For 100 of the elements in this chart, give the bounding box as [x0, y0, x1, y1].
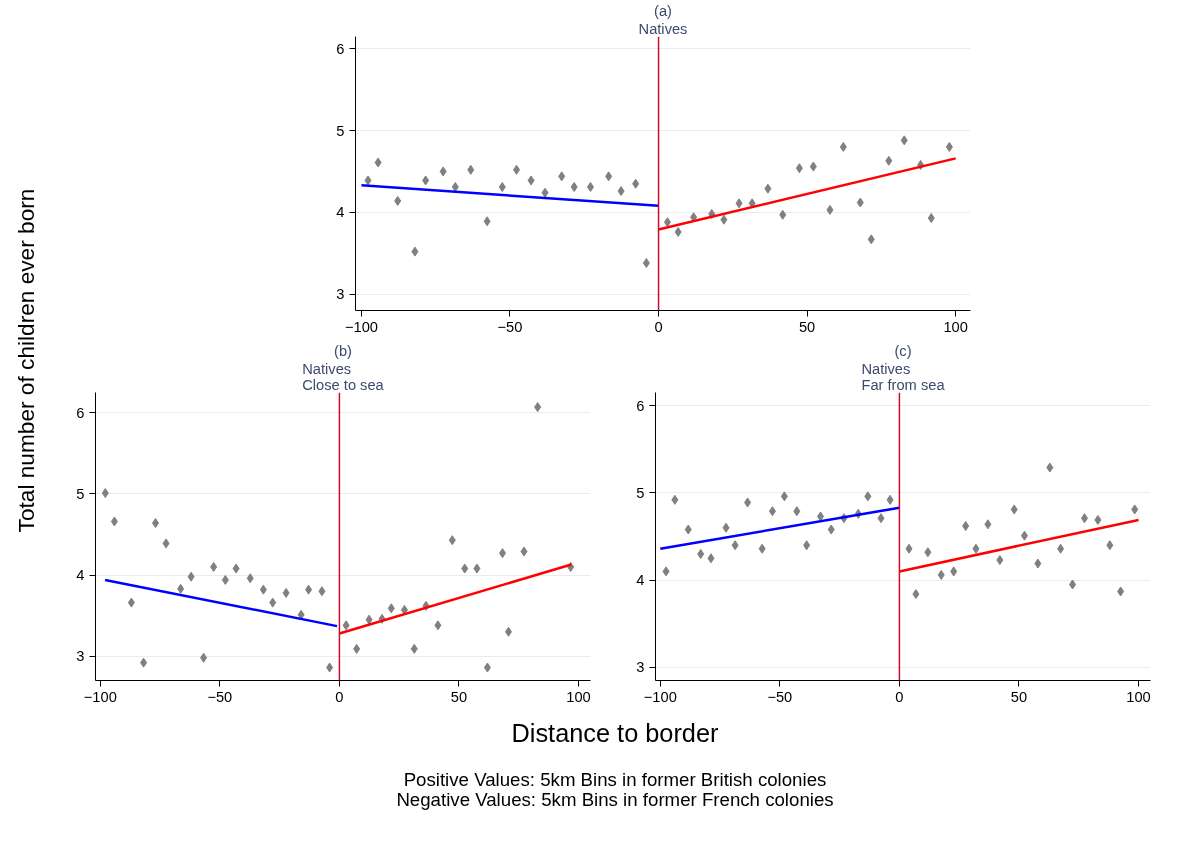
point	[1117, 586, 1125, 597]
point	[221, 574, 229, 585]
point	[326, 662, 334, 673]
point	[867, 234, 875, 245]
y-tick-label: 4	[336, 204, 345, 221]
text: Positive Values: 5km Bins in former British colonies	[403, 769, 827, 790]
point	[587, 182, 595, 192]
chart-title: (c)	[894, 342, 912, 359]
point	[246, 573, 254, 584]
x-tick-label: 50	[1010, 688, 1028, 705]
point	[809, 161, 817, 172]
x-tick-label: 0	[654, 318, 663, 335]
point	[448, 535, 456, 546]
point	[905, 543, 913, 554]
point	[422, 175, 430, 186]
point	[439, 166, 447, 177]
chart-title: (b)	[334, 342, 352, 359]
x-tick-label: 100	[566, 688, 591, 705]
point	[504, 626, 512, 637]
point	[642, 258, 650, 269]
point	[617, 186, 625, 197]
point	[570, 182, 578, 192]
point	[318, 586, 326, 597]
point	[768, 506, 776, 517]
point	[520, 546, 528, 557]
point	[1106, 540, 1114, 551]
x-tick-label: 100	[1126, 688, 1151, 705]
point	[731, 540, 739, 551]
point	[232, 563, 240, 574]
point	[826, 204, 834, 215]
point	[735, 198, 743, 209]
point	[269, 597, 277, 608]
x-tick-label: 0	[335, 688, 344, 705]
y-tick-label: 5	[636, 484, 645, 501]
point	[972, 543, 980, 554]
point	[684, 524, 692, 535]
point	[722, 522, 730, 533]
point	[780, 491, 788, 502]
y-tick-label: 6	[336, 40, 345, 57]
point	[877, 513, 885, 524]
point	[140, 657, 148, 668]
y-axis-title: Total number of children ever born	[12, 188, 39, 533]
y-tick-label: 3	[336, 286, 345, 303]
x-tick-label: 50	[798, 318, 816, 335]
point	[945, 141, 953, 152]
y-tick-label: 4	[636, 572, 645, 589]
x-tick-label: 100	[943, 318, 968, 335]
point	[305, 584, 313, 595]
y-tick-label: 4	[76, 567, 85, 584]
y-tick-label: 5	[76, 485, 85, 502]
point	[885, 155, 893, 166]
point	[467, 164, 475, 175]
point	[342, 620, 350, 631]
point	[177, 583, 185, 594]
point	[674, 226, 682, 237]
point	[259, 584, 267, 595]
point	[1094, 514, 1102, 525]
point	[410, 643, 418, 654]
point	[779, 209, 787, 220]
point	[632, 178, 640, 189]
point	[513, 164, 521, 175]
point	[527, 175, 535, 186]
point	[127, 597, 135, 608]
x-tick-label: 50	[450, 688, 468, 705]
point	[864, 491, 872, 502]
point	[1131, 504, 1139, 515]
point	[803, 540, 811, 551]
point	[364, 175, 372, 186]
y-tick-label: 3	[76, 648, 85, 665]
x-tick-label: −50	[207, 688, 233, 705]
point	[1069, 579, 1077, 590]
point	[498, 182, 506, 192]
point	[962, 521, 970, 532]
point	[387, 603, 395, 614]
point	[663, 217, 671, 228]
point	[101, 488, 109, 499]
chart-title: (a)	[654, 2, 672, 19]
point	[950, 566, 958, 577]
point	[937, 569, 945, 580]
point	[558, 171, 566, 182]
point	[924, 547, 932, 558]
point	[1010, 504, 1018, 515]
point	[374, 157, 382, 168]
point	[1034, 558, 1042, 569]
point	[541, 187, 549, 198]
point	[984, 519, 992, 530]
point	[886, 494, 894, 505]
point	[1046, 462, 1054, 473]
point	[720, 214, 728, 225]
point	[473, 563, 481, 574]
point	[483, 216, 491, 227]
x-axis-title: Distance to border	[511, 718, 719, 749]
point	[461, 563, 469, 574]
text: Negative Values: 5km Bins in former French colonies	[396, 788, 834, 810]
point	[605, 171, 613, 182]
chart-subtitle: Natives Close to sea	[302, 360, 385, 393]
point	[900, 135, 908, 146]
point	[758, 543, 766, 554]
chart-subtitle: Natives	[638, 20, 688, 37]
point	[1020, 530, 1028, 541]
